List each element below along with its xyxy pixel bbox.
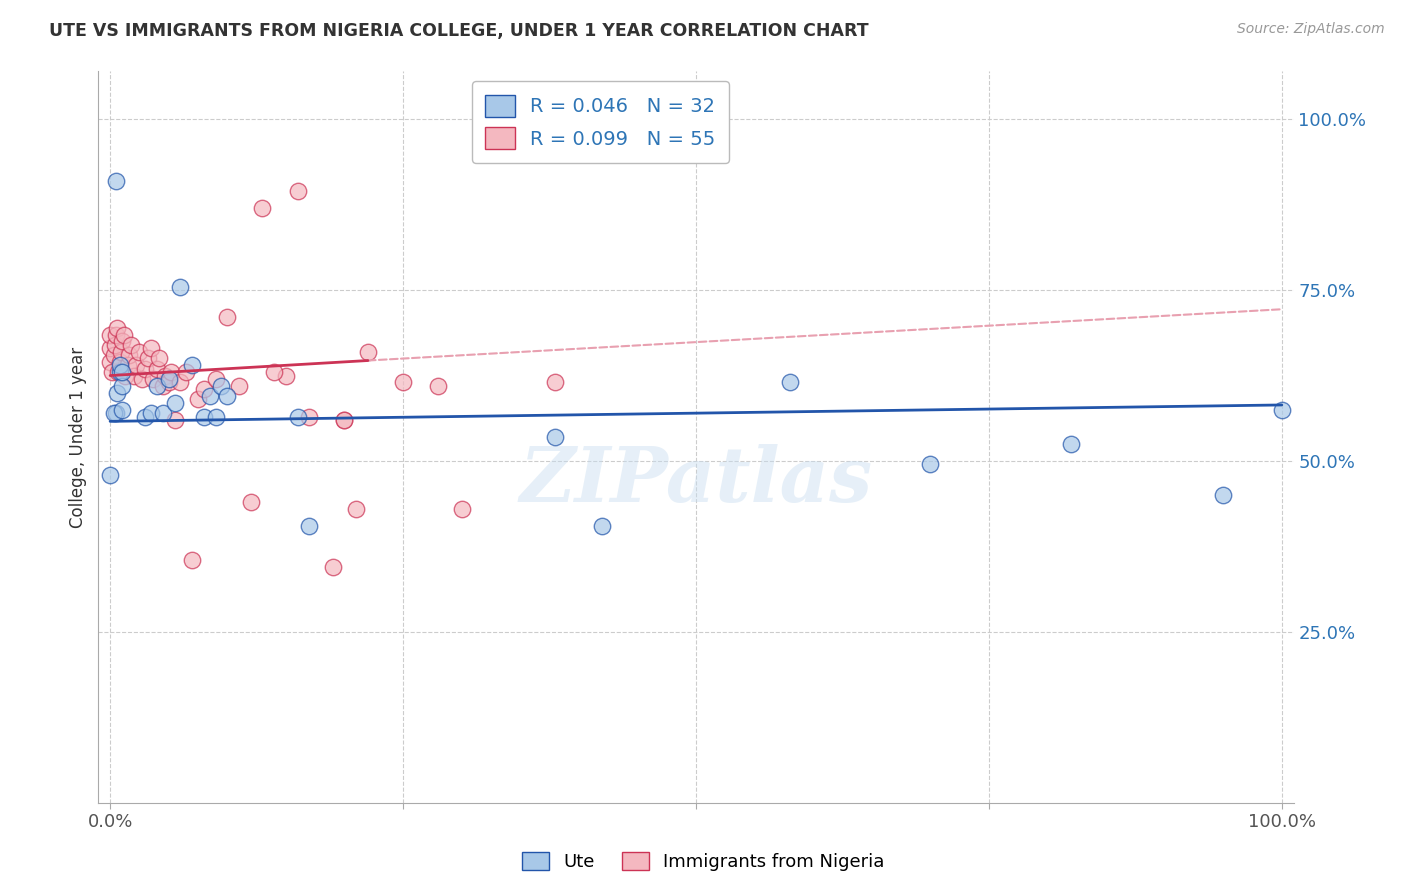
- Point: [117, 359, 139, 373]
- Point: [136, 351, 159, 366]
- Point: [169, 376, 191, 390]
- Point: [146, 379, 169, 393]
- Point: [105, 174, 128, 188]
- Point: [120, 338, 142, 352]
- Point: [98, 341, 121, 355]
- Point: [163, 396, 186, 410]
- Point: [105, 385, 128, 400]
- Point: [193, 409, 215, 424]
- Point: [108, 365, 131, 379]
- Point: [427, 379, 450, 393]
- Point: [107, 365, 129, 379]
- Point: [118, 348, 141, 362]
- Point: [450, 501, 472, 516]
- Text: UTE VS IMMIGRANTS FROM NIGERIA COLLEGE, UNDER 1 YEAR CORRELATION CHART: UTE VS IMMIGRANTS FROM NIGERIA COLLEGE, …: [49, 22, 869, 40]
- Point: [142, 372, 165, 386]
- Point: [920, 458, 942, 472]
- Point: [174, 365, 197, 379]
- Point: [105, 406, 128, 420]
- Point: [125, 359, 148, 373]
- Point: [128, 344, 150, 359]
- Point: [103, 348, 125, 362]
- Point: [211, 379, 233, 393]
- Point: [169, 279, 191, 293]
- Point: [287, 184, 309, 198]
- Point: [98, 467, 121, 482]
- Point: [131, 372, 153, 386]
- Point: [111, 379, 134, 393]
- Point: [108, 359, 131, 373]
- Point: [217, 310, 239, 325]
- Point: [101, 365, 124, 379]
- Point: [322, 560, 344, 574]
- Point: [239, 495, 262, 509]
- Point: [152, 406, 174, 420]
- Point: [146, 361, 169, 376]
- Legend: R = 0.046   N = 32, R = 0.099   N = 55: R = 0.046 N = 32, R = 0.099 N = 55: [472, 81, 728, 163]
- Point: [392, 376, 415, 390]
- Point: [287, 409, 309, 424]
- Point: [134, 361, 156, 376]
- Point: [152, 379, 174, 393]
- Point: [544, 376, 567, 390]
- Point: [181, 553, 204, 567]
- Point: [198, 389, 221, 403]
- Point: [104, 338, 127, 352]
- Point: [141, 341, 163, 355]
- Point: [1212, 488, 1234, 502]
- Text: Source: ZipAtlas.com: Source: ZipAtlas.com: [1237, 22, 1385, 37]
- Point: [217, 389, 239, 403]
- Point: [344, 501, 367, 516]
- Point: [187, 392, 209, 407]
- Point: [105, 320, 128, 334]
- Point: [155, 368, 177, 383]
- Point: [141, 406, 163, 420]
- Point: [193, 382, 215, 396]
- Point: [105, 327, 128, 342]
- Point: [134, 409, 156, 424]
- Point: [357, 344, 380, 359]
- Point: [263, 365, 285, 379]
- Point: [181, 359, 204, 373]
- Point: [114, 368, 136, 383]
- Point: [111, 402, 134, 417]
- Point: [1060, 437, 1083, 451]
- Point: [122, 368, 145, 383]
- Point: [298, 519, 321, 533]
- Legend: Ute, Immigrants from Nigeria: Ute, Immigrants from Nigeria: [515, 845, 891, 879]
- Point: [333, 413, 356, 427]
- Point: [103, 406, 125, 420]
- Point: [111, 365, 134, 379]
- Point: [591, 519, 613, 533]
- Point: [157, 372, 180, 386]
- Point: [252, 201, 274, 215]
- Point: [204, 409, 226, 424]
- Point: [298, 409, 321, 424]
- Point: [779, 376, 801, 390]
- Point: [111, 334, 134, 349]
- Point: [98, 355, 121, 369]
- Point: [333, 413, 356, 427]
- Point: [228, 379, 250, 393]
- Point: [1271, 402, 1294, 417]
- Point: [157, 376, 180, 390]
- Point: [204, 372, 226, 386]
- Point: [148, 351, 170, 366]
- Text: ZIPatlas: ZIPatlas: [519, 444, 873, 518]
- Point: [544, 430, 567, 444]
- Y-axis label: College, Under 1 year: College, Under 1 year: [69, 346, 87, 528]
- Point: [112, 327, 135, 342]
- Point: [163, 413, 186, 427]
- Point: [274, 368, 297, 383]
- Point: [110, 344, 132, 359]
- Point: [160, 365, 183, 379]
- Point: [108, 355, 131, 369]
- Point: [98, 327, 121, 342]
